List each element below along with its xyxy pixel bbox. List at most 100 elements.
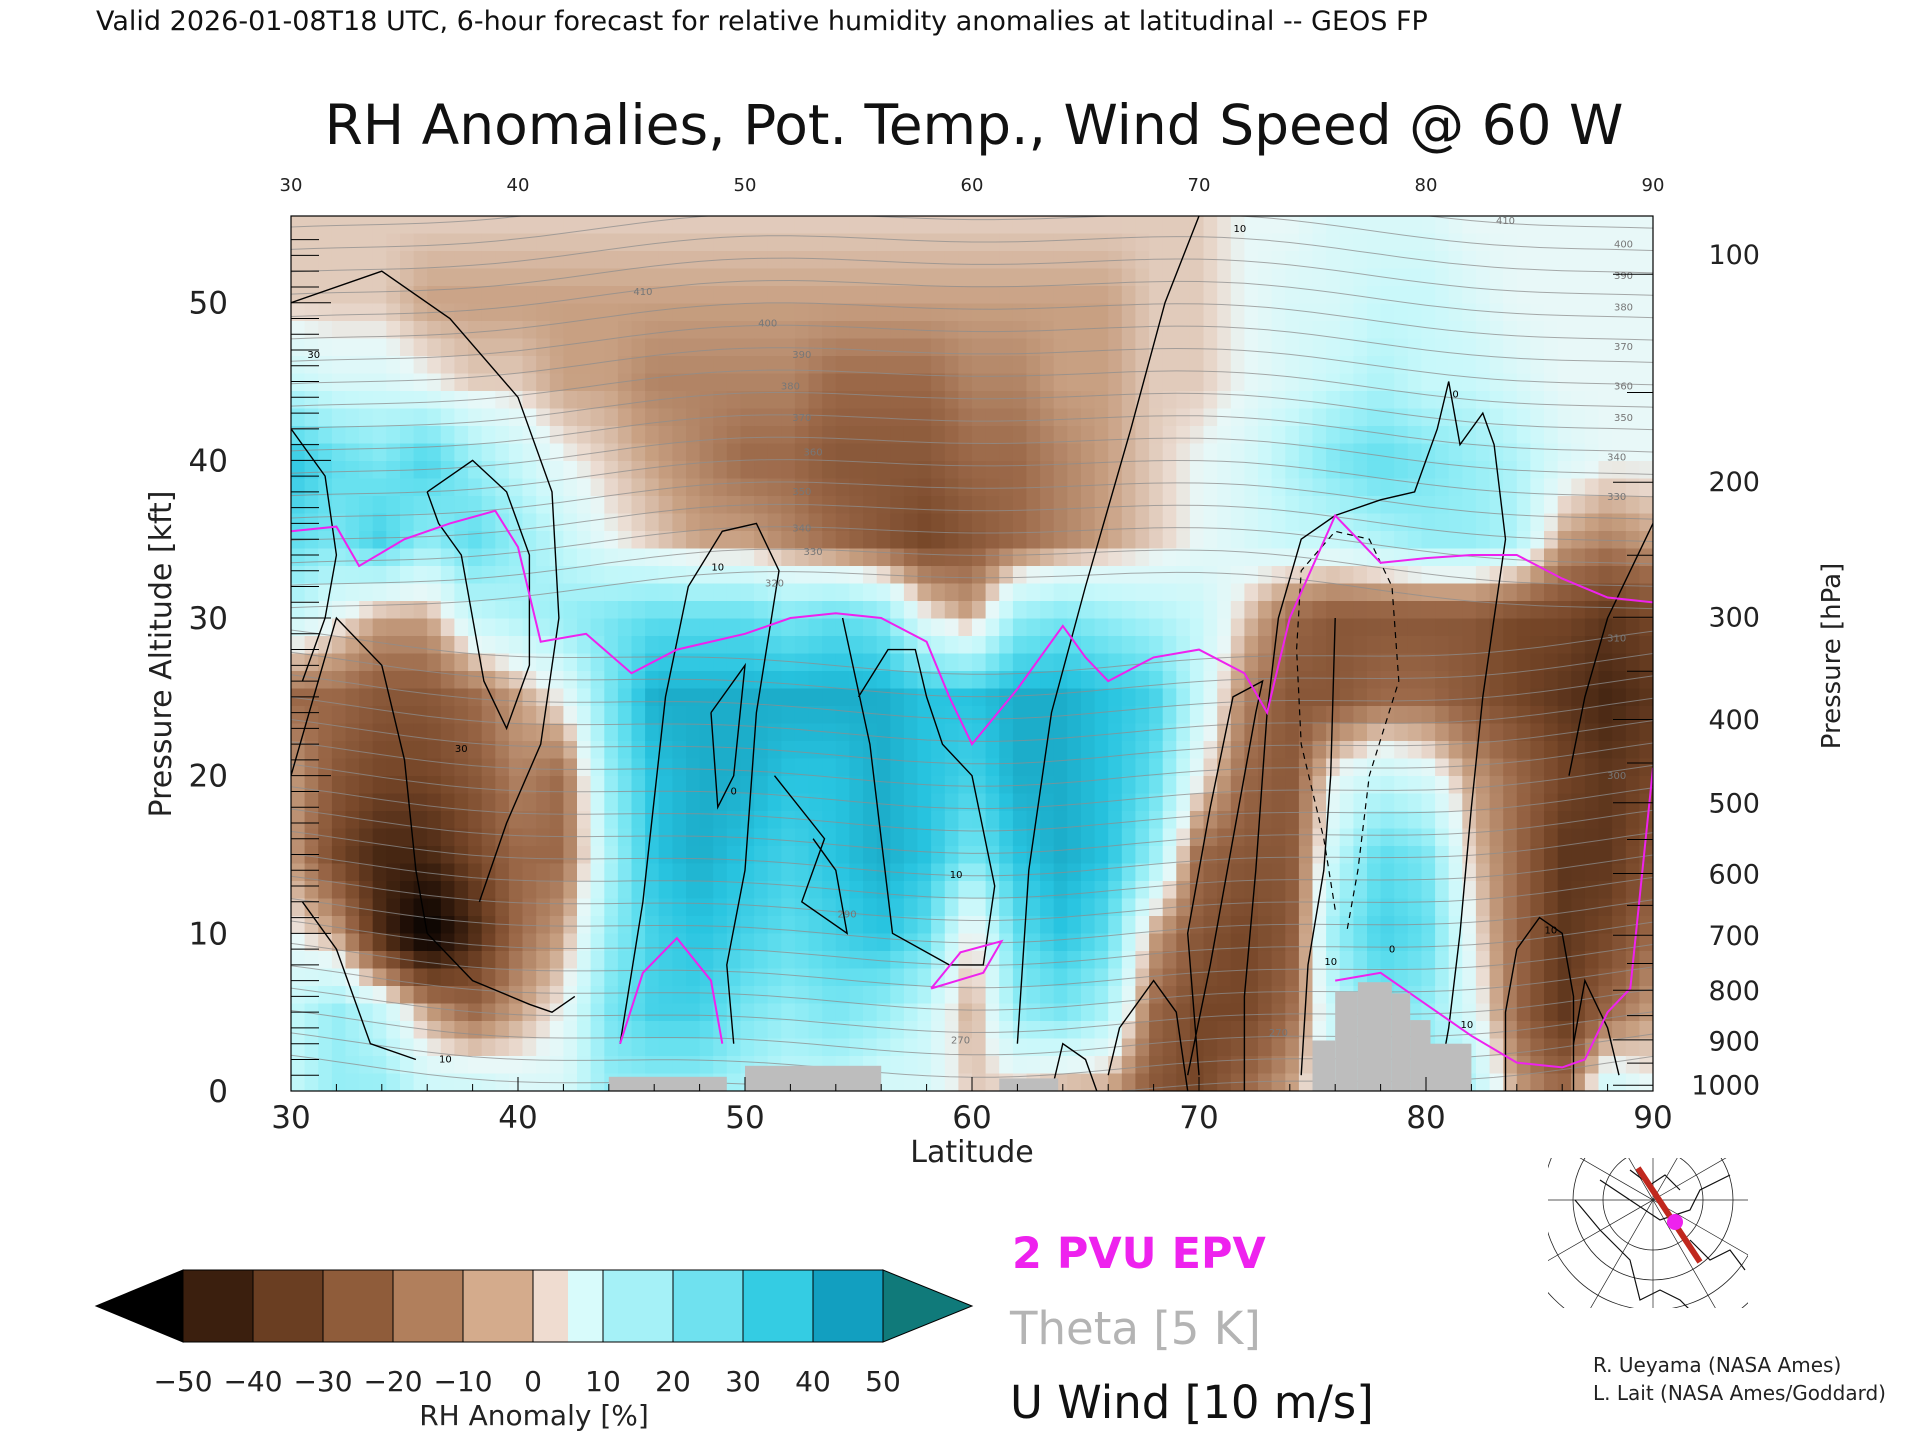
rh-cell-1784 [1203,513,1218,532]
rh-cell-180 [1367,233,1382,252]
rh-cell-109 [400,233,415,252]
rh-cell-1084 [1298,391,1314,410]
rh-cell-598 [1557,303,1572,322]
rh-cell-1999 [1380,548,1395,567]
rh-cell-4356 [468,968,483,987]
rh-cell-4085 [903,916,919,935]
rh-cell-2617 [1544,653,1559,672]
rh-cell-489 [1448,286,1463,305]
rh-cell-1416 [318,461,333,480]
rh-cell-2082 [1135,566,1150,585]
rh-cell-2995 [1189,723,1205,742]
rh-cell-3760 [604,863,619,882]
rh-cell-4859 [440,1056,455,1075]
rh-cell-729 [590,338,605,357]
rh-cell-225 [604,251,619,270]
rh-cell-1758 [849,513,864,532]
rh-cell-865 [1067,356,1082,375]
rh-cell-2072 [999,566,1014,585]
rh-cell-2071 [985,566,1000,585]
rh-cell-4704 [1081,1021,1096,1040]
rh-cell-2217 [1598,583,1613,602]
rh-cell-4271 [686,951,701,970]
rh-cell-793 [1462,338,1477,357]
rh-cell-1178 [1203,408,1218,427]
rh-cell-4116 [1326,916,1341,935]
rh-cell-1092 [1407,391,1422,410]
rh-cell-3693 [1067,846,1082,865]
rh-cell-4752 [359,1038,374,1057]
rh-cell-2402 [1367,618,1382,637]
rh-cell-2957 [672,723,687,742]
rh-cell-849 [849,356,864,375]
rh-cell-2119 [1639,566,1653,585]
rh-cell-67 [1203,216,1218,235]
rh-cell-3148 [522,758,537,777]
rh-cell-2419 [1598,618,1613,637]
rh-cell-4957 [400,1073,415,1091]
rh-cell-4069 [686,916,701,935]
rh-cell-3004 [1312,723,1327,742]
rh-cell-1133 [590,408,605,427]
rh-cell-2031 [440,566,455,585]
rh-cell-4637 [1544,1003,1559,1022]
rh-cell-3403 [1244,793,1259,812]
rh-cell-2670 [890,671,905,690]
rh-cell-559 [1026,303,1041,322]
rh-cell-1878 [1108,531,1123,550]
rh-cell-2169 [944,583,959,602]
rh-cell-154 [1012,233,1028,252]
rh-cell-4743 [1612,1021,1627,1040]
rh-cell-4369 [645,968,660,987]
rh-cell-1555 [835,478,850,497]
rh-cell-1387 [1298,443,1314,462]
rh-cell-2608 [1421,653,1436,672]
rh-cell-2487 [1149,636,1164,655]
rh-cell-2933 [345,723,360,742]
rh-cell-113 [454,233,469,252]
rh-cell-254 [999,251,1014,270]
rh-cell-544 [822,303,837,322]
rh-cell-3569 [754,828,769,847]
rh-cell-1627 [440,496,455,515]
rh-cell-1394 [1394,443,1409,462]
rh-cell-2489 [1176,636,1191,655]
rh-cell-1822 [345,531,360,550]
rh-cell-2430 [372,636,387,655]
rh-cell-3245 [468,776,483,795]
rh-cell-452 [944,286,959,305]
rh-cell-200 [1639,233,1653,252]
rh-cell-4230 [1503,933,1518,952]
rh-cell-2240 [536,601,551,620]
rh-cell-699 [1557,321,1572,340]
rh-cell-3267 [767,776,782,795]
rh-cell-716 [413,338,428,357]
rh-cell-1086 [1326,391,1341,410]
rh-cell-3127 [1612,741,1627,760]
rh-cell-3557 [590,828,605,847]
rh-cell-337 [754,268,769,287]
rh-cell-319 [508,268,524,287]
rh-cell-642 [781,321,796,340]
rh-cell-1745 [672,513,687,532]
rh-cell-3241 [413,776,428,795]
rh-cell-4805 [1081,1038,1096,1057]
rh-cell-949 [835,373,850,392]
rh-cell-4606 [1121,1003,1136,1022]
rh-cell-2425 [304,636,319,655]
rh-cell-4512 [1217,986,1232,1005]
rh-cell-1763 [917,513,932,532]
rh-cell-753 [917,338,932,357]
rh-cell-853 [903,356,919,375]
rh-cell-4130 [1516,916,1531,935]
rh-cell-4537 [1557,986,1572,1005]
rh-cell-1781 [1162,513,1177,532]
rh-cell-2378 [1040,618,1055,637]
rh-cell-1186 [1312,408,1327,427]
rh-cell-4264 [590,951,605,970]
rh-cell-3929 [1530,881,1545,900]
rh-cell-391 [1489,268,1504,287]
rh-cell-2144 [604,583,619,602]
rh-cell-2420 [1612,618,1627,637]
rh-cell-1513 [1639,461,1653,480]
